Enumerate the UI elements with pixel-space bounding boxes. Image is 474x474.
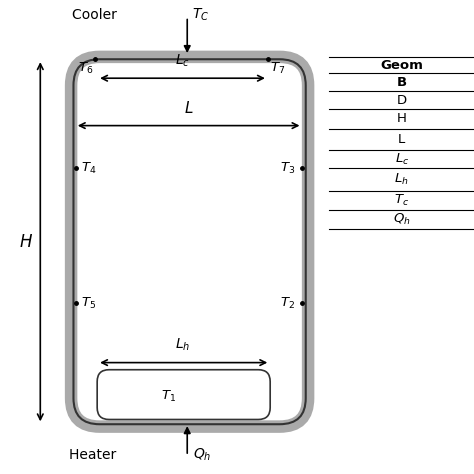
- Text: Geom: Geom: [380, 59, 423, 72]
- Text: $L_c$: $L_c$: [394, 152, 409, 166]
- Text: $L_c$: $L_c$: [175, 52, 190, 69]
- Text: B: B: [397, 76, 407, 89]
- Text: H: H: [20, 233, 32, 251]
- Text: $T_5$: $T_5$: [81, 296, 96, 311]
- Text: $T_6$: $T_6$: [78, 61, 93, 76]
- Text: $T_1$: $T_1$: [161, 389, 176, 404]
- Text: $L_h$: $L_h$: [175, 337, 190, 353]
- Text: H: H: [397, 112, 407, 126]
- Text: $T_c$: $T_c$: [394, 192, 409, 208]
- Text: $T_2$: $T_2$: [280, 296, 295, 311]
- Text: L: L: [184, 101, 193, 116]
- Text: $T_7$: $T_7$: [270, 61, 285, 76]
- Text: $L_h$: $L_h$: [394, 172, 409, 187]
- Text: $Q_h$: $Q_h$: [393, 212, 410, 227]
- FancyBboxPatch shape: [71, 57, 308, 427]
- Text: $T_C$: $T_C$: [192, 7, 209, 23]
- Text: Heater: Heater: [69, 448, 120, 462]
- Text: $Q_h$: $Q_h$: [193, 447, 212, 463]
- FancyBboxPatch shape: [97, 370, 270, 419]
- Text: L: L: [398, 133, 405, 146]
- Text: D: D: [397, 93, 407, 107]
- Text: $T_3$: $T_3$: [280, 161, 295, 176]
- Text: Cooler: Cooler: [72, 8, 121, 22]
- Text: $T_4$: $T_4$: [81, 161, 96, 176]
